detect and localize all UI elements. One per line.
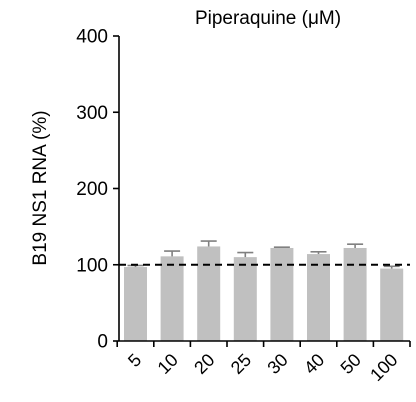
y-tick-label-400: 400: [76, 27, 108, 48]
bar-40: [307, 254, 330, 341]
y-tick-label-300: 300: [76, 103, 108, 124]
x-tick-label-10: 10: [154, 350, 182, 378]
x-tick-label-50: 50: [337, 350, 365, 378]
y-tick-label-200: 200: [76, 179, 108, 200]
bar-100: [380, 268, 404, 341]
bar-5: [124, 267, 147, 341]
x-tick-label-100: 100: [366, 350, 401, 385]
x-tick-label-25: 25: [227, 350, 255, 378]
x-tick-label-5: 5: [124, 350, 145, 371]
x-tick-label-40: 40: [300, 350, 328, 378]
y-tick-label-100: 100: [76, 255, 108, 276]
y-axis-label: B19 NS1 RNA (%): [30, 110, 51, 265]
x-tick-label-30: 30: [263, 350, 291, 378]
bar-25: [233, 257, 257, 342]
bar-10: [160, 256, 184, 341]
y-tick-label-0: 0: [97, 332, 108, 353]
bar-50: [343, 247, 367, 341]
bar-20: [197, 246, 221, 341]
bar-30: [270, 247, 294, 341]
x-tick-label-20: 20: [190, 350, 218, 378]
chart-title: Piperaquine (μM): [195, 8, 341, 29]
